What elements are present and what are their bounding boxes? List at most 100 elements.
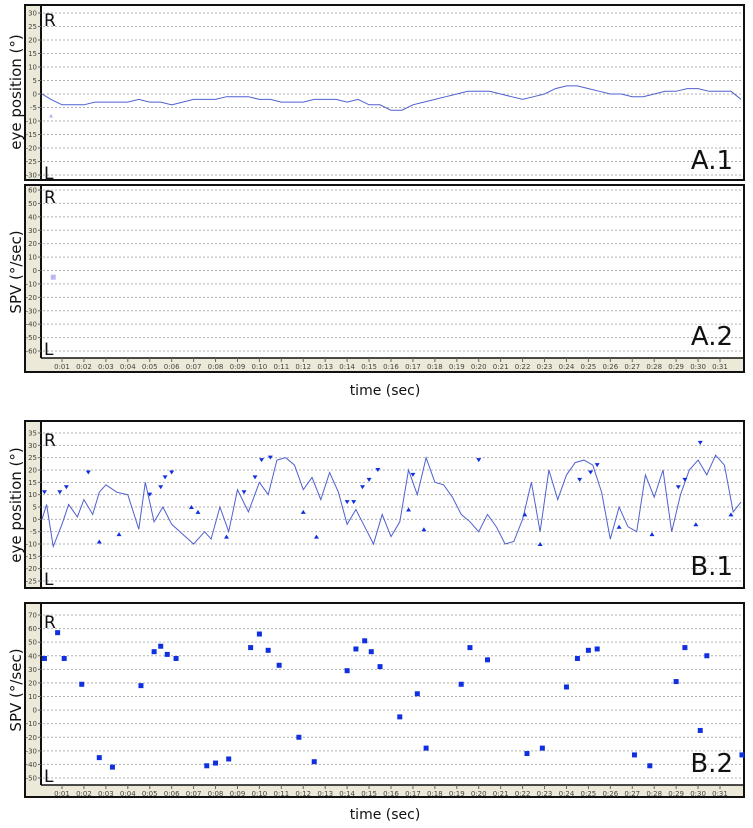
y-tick-label: -20 (26, 145, 37, 153)
x-tick-label: 0:23 (537, 790, 553, 798)
y-tick-label: 30 (28, 10, 37, 18)
spv-point (158, 643, 164, 649)
x-tick-label: 0:16 (383, 363, 399, 371)
eye-position-trace (41, 454, 742, 549)
y-tick-label: 30 (28, 227, 37, 235)
panel-a-2: 60 50 40 30 20 10 0 -10 -20 -30 -40 -50 -60 0:01 0:02 0… (24, 184, 745, 373)
y-tick-label: -20 (26, 734, 37, 742)
x-tick-label: 0:13 (317, 363, 333, 371)
x-tick-label: 0:30 (690, 363, 706, 371)
x-tick-label: 0:29 (668, 790, 684, 798)
spv-point (485, 657, 491, 663)
triangle-down-marker (85, 470, 91, 475)
triangle-up-marker (649, 532, 655, 537)
y-tick-label: 20 (28, 679, 37, 687)
spv-point (138, 683, 144, 689)
triangle-down-marker (577, 477, 583, 482)
y-tick-label: -60 (26, 348, 37, 356)
spv-point (362, 638, 368, 644)
panel-label: A.2 (691, 322, 733, 352)
x-tick-label: 0:07 (186, 363, 202, 371)
spv-point (226, 756, 232, 762)
y-axis-title: eye position (°) (7, 447, 25, 563)
triangle-down-marker (375, 468, 381, 472)
triangle-up-marker (49, 113, 54, 118)
x-tick-label: 0:27 (624, 790, 640, 798)
x-tick-label: 0:18 (427, 363, 443, 371)
x-tick-label: 0:24 (559, 363, 575, 371)
x-tick-label: 0:02 (76, 363, 92, 371)
x-tick-label: 0:09 (230, 363, 246, 371)
triangle-down-marker (594, 463, 600, 468)
x-tick-label: 0:05 (142, 363, 158, 371)
spv-point (467, 645, 473, 651)
y-tick-label: -20 (26, 565, 37, 573)
panel-b-1: 35 30 25 20 15 10 5 0 -5 -10 -15 -20 -25 R L B.1 (24, 420, 745, 590)
x-tick-label: 0:03 (98, 790, 114, 798)
left-indicator: L (44, 570, 54, 590)
left-indicator: L (44, 164, 54, 184)
spv-point (458, 681, 464, 687)
x-axis-title: time (sec) (350, 383, 421, 399)
x-tick-label: 0:20 (471, 790, 487, 798)
y-tick-label: 40 (28, 213, 37, 221)
triangle-up-marker (406, 507, 412, 512)
triangle-up-marker (300, 509, 306, 514)
y-tick-label: 25 (28, 23, 37, 31)
y-tick-label: 5 (33, 77, 37, 85)
x-axis-title: time (sec) (350, 807, 421, 823)
x-tick-label: 0:07 (186, 790, 202, 798)
y-tick-label: -30 (26, 172, 37, 180)
triangle-down-marker (162, 475, 168, 480)
triangle-up-marker (195, 509, 201, 514)
y-tick-label: -50 (26, 334, 37, 342)
x-tick-label: 0:15 (361, 790, 377, 798)
left-indicator: L (44, 767, 54, 787)
panel-label: B.1 (690, 552, 733, 582)
triangle-down-marker (259, 458, 265, 463)
y-tick-label: -25 (26, 158, 37, 166)
spv-point (539, 745, 545, 751)
x-tick-label: 0:01 (54, 363, 70, 371)
triangle-up-marker (224, 534, 229, 539)
y-tick-label: 10 (28, 64, 37, 72)
spv-point (213, 760, 219, 766)
triangle-up-marker (728, 512, 734, 517)
x-tick-label: 0:17 (405, 363, 421, 371)
triangle-down-marker (267, 455, 273, 460)
x-tick-label: 0:10 (252, 790, 268, 798)
x-tick-label: 0:31 (712, 790, 728, 798)
spv-point (585, 647, 591, 653)
spv-point (61, 655, 67, 661)
spv-point (368, 649, 374, 655)
y-tick-label: 0 (33, 516, 37, 524)
x-tick-label: 0:05 (142, 790, 158, 798)
triangle-down-marker (147, 492, 153, 497)
triangle-down-marker (675, 485, 681, 490)
x-tick-label: 0:16 (383, 790, 399, 798)
y-tick-label: -10 (26, 541, 37, 549)
spv-point (631, 752, 637, 758)
spv-point (414, 691, 420, 697)
y-tick-label: 0 (33, 267, 37, 275)
spv-point (704, 653, 710, 659)
triangle-down-marker (158, 485, 164, 490)
x-tick-label: 0:28 (646, 363, 662, 371)
right-indicator: R (44, 188, 56, 208)
triangle-down-marker (682, 477, 688, 482)
x-tick-label: 0:22 (515, 363, 531, 371)
x-tick-label: 0:19 (449, 790, 465, 798)
spv-point (739, 752, 745, 758)
x-tick-label: 0:12 (295, 363, 311, 371)
spv-point (594, 646, 600, 652)
spv-point (55, 630, 61, 636)
right-indicator: R (44, 431, 56, 451)
triangle-up-marker (313, 534, 319, 539)
triangle-up-marker (188, 505, 194, 509)
triangle-down-marker (588, 470, 594, 475)
spv-point (41, 655, 47, 661)
x-tick-label: 0:04 (120, 363, 136, 371)
triangle-down-marker (169, 470, 175, 475)
x-tick-label: 0:27 (624, 363, 640, 371)
y-tick-label: -25 (26, 578, 37, 586)
